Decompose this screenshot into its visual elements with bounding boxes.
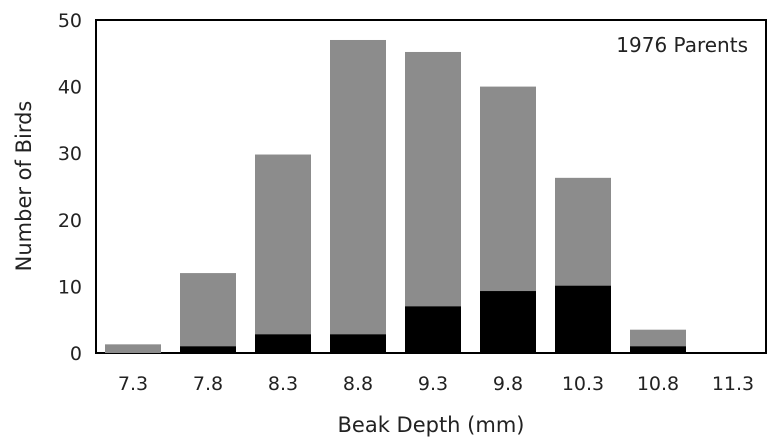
bar-series1-8-8 bbox=[330, 334, 386, 353]
x-tick-label: 9.3 bbox=[418, 373, 448, 395]
y-tick-label: 0 bbox=[70, 343, 82, 365]
y-tick-labels: 0 10 20 30 40 50 bbox=[58, 10, 82, 365]
bar-series0-8-3 bbox=[255, 154, 311, 353]
x-tick-labels: 7.3 7.8 8.3 8.8 9.3 9.8 10.3 10.8 11.3 bbox=[118, 373, 754, 395]
bar-series1-7-8 bbox=[180, 346, 236, 353]
chart-annotation: 1976 Parents bbox=[616, 33, 748, 57]
y-tick-label: 10 bbox=[58, 276, 82, 298]
y-axis-title: Number of Birds bbox=[12, 101, 36, 272]
bar-series1-9-8 bbox=[480, 291, 536, 353]
x-tick-label: 7.3 bbox=[118, 373, 148, 395]
bar-series0-9-3 bbox=[405, 51, 461, 354]
bar-series0-7-3 bbox=[105, 344, 161, 353]
x-axis-title: Beak Depth (mm) bbox=[338, 413, 525, 437]
y-tick-label: 50 bbox=[58, 10, 82, 32]
x-tick-label: 8.8 bbox=[343, 373, 373, 395]
y-tick-label: 40 bbox=[58, 77, 82, 99]
x-tick-label: 10.8 bbox=[637, 373, 679, 395]
bar-series0-8-8 bbox=[330, 39, 386, 353]
bar-series1-9-3 bbox=[405, 306, 461, 353]
y-tick-label: 30 bbox=[58, 143, 82, 165]
bar-series1-8-3 bbox=[255, 334, 311, 353]
x-tick-label: 8.3 bbox=[268, 373, 298, 395]
x-tick-label: 9.8 bbox=[493, 373, 523, 395]
x-tick-label: 10.3 bbox=[562, 373, 604, 395]
y-tick-label: 20 bbox=[58, 210, 82, 232]
bar-series0-7-8 bbox=[180, 273, 236, 353]
x-tick-label: 7.8 bbox=[193, 373, 223, 395]
bar-series1-10-8 bbox=[630, 346, 686, 353]
bar-series1-10-3 bbox=[555, 285, 611, 353]
bars-layer bbox=[105, 39, 686, 354]
x-tick-label: 11.3 bbox=[712, 373, 754, 395]
